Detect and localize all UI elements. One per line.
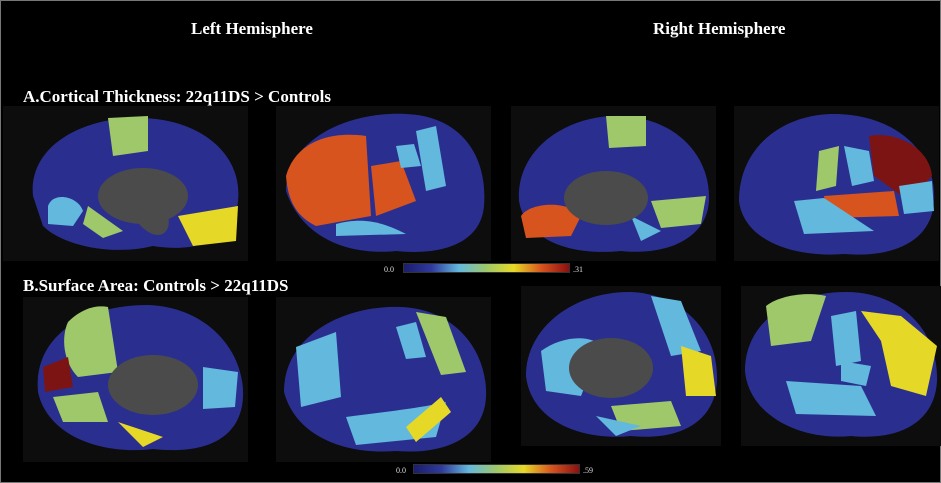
thickness-left-medial-brain <box>3 106 248 261</box>
area-left-lateral-brain <box>276 297 491 462</box>
left-hemisphere-header: Left Hemisphere <box>191 19 313 38</box>
right-hemisphere-header: Right Hemisphere <box>653 19 786 38</box>
thickness-right-medial-brain <box>511 106 716 261</box>
thickness-scale-max: .31 <box>573 265 583 274</box>
section-b-title: B.Surface Area: Controls > 22q11DS <box>23 276 289 295</box>
area-right-lateral-brain <box>741 286 941 446</box>
thickness-scale-min: 0.0 <box>384 265 394 274</box>
section-a-title: A.Cortical Thickness: 22q11DS > Controls <box>23 87 332 106</box>
thickness-colorbar <box>403 263 570 273</box>
area-scale-min: 0.0 <box>396 466 406 475</box>
area-right-medial-brain <box>521 286 721 446</box>
area-colorbar <box>413 464 580 474</box>
thickness-left-lateral-brain <box>276 106 491 261</box>
area-scale-max: .59 <box>583 466 593 475</box>
area-left-medial-brain <box>23 297 248 462</box>
thickness-right-lateral-brain <box>734 106 939 261</box>
